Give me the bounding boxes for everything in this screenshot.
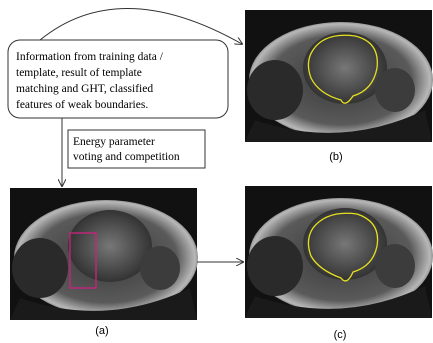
feedback-arrow [40, 8, 242, 44]
diagram: (b) (a) (c) Information from training da… [0, 0, 433, 343]
label-b: (b) [329, 151, 342, 163]
mri-image-b [245, 10, 433, 142]
text-line: Energy parameter [73, 136, 155, 148]
text-line: template, result of template [16, 67, 142, 79]
text-line: matching and GHT, classified [16, 83, 153, 95]
text-line: Information from training data / [16, 51, 164, 63]
mri-image-c [245, 186, 433, 318]
mri-image-a [10, 188, 198, 320]
label-a: (a) [95, 325, 108, 337]
text-line: features of weak boundaries. [16, 99, 148, 111]
label-c: (c) [334, 329, 347, 341]
text-line: voting and competition [73, 151, 180, 163]
page: (b) (a) (c) Information from training da… [0, 0, 433, 343]
